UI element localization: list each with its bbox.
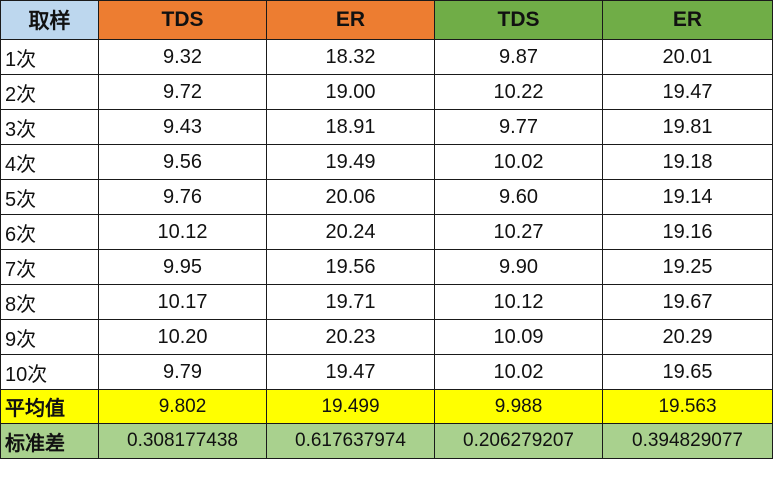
value-cell: 9.95 (98, 249, 267, 285)
header-cell-er-1: ER (266, 0, 435, 40)
value-cell: 20.01 (602, 39, 773, 75)
header-cell-er-2: ER (602, 0, 773, 40)
table-row: 3次 9.43 18.91 9.77 19.81 (0, 109, 773, 145)
value-cell: 9.87 (434, 39, 603, 75)
value-cell: 19.56 (266, 249, 435, 285)
row-label-cell: 标准差 (0, 423, 99, 459)
value-cell: 9.79 (98, 354, 267, 390)
row-label-cell: 7次 (0, 249, 99, 285)
value-cell: 19.71 (266, 284, 435, 320)
value-cell: 9.72 (98, 74, 267, 110)
table-row: 10次 9.79 19.47 10.02 19.65 (0, 354, 773, 390)
table-row: 4次 9.56 19.49 10.02 19.18 (0, 144, 773, 180)
value-cell: 19.18 (602, 144, 773, 180)
value-cell: 10.09 (434, 319, 603, 355)
value-cell: 10.12 (434, 284, 603, 320)
row-label-cell: 3次 (0, 109, 99, 145)
header-cell-tds-2: TDS (434, 0, 603, 40)
value-cell: 19.67 (602, 284, 773, 320)
value-cell: 19.25 (602, 249, 773, 285)
header-cell-tds-1: TDS (98, 0, 267, 40)
table-row: 9次 10.20 20.23 10.09 20.29 (0, 319, 773, 355)
value-cell: 18.32 (266, 39, 435, 75)
header-cell-sample: 取样 (0, 0, 99, 40)
value-cell: 10.02 (434, 354, 603, 390)
value-cell: 19.563 (602, 389, 773, 424)
row-label-cell: 9次 (0, 319, 99, 355)
value-cell: 0.617637974 (266, 423, 435, 459)
value-cell: 20.06 (266, 179, 435, 215)
value-cell: 19.49 (266, 144, 435, 180)
value-cell: 19.47 (602, 74, 773, 110)
value-cell: 10.20 (98, 319, 267, 355)
value-cell: 20.24 (266, 214, 435, 250)
value-cell: 0.308177438 (98, 423, 267, 459)
value-cell: 9.32 (98, 39, 267, 75)
value-cell: 19.47 (266, 354, 435, 390)
data-table: 取样 TDS ER TDS ER 1次 9.32 18.32 9.87 20.01 2次 9… (0, 0, 773, 459)
value-cell: 10.02 (434, 144, 603, 180)
value-cell: 19.16 (602, 214, 773, 250)
value-cell: 19.14 (602, 179, 773, 215)
value-cell: 10.12 (98, 214, 267, 250)
value-cell: 10.17 (98, 284, 267, 320)
value-cell: 9.56 (98, 144, 267, 180)
value-cell: 19.499 (266, 389, 435, 424)
value-cell: 9.802 (98, 389, 267, 424)
std-dev-row: 标准差 0.308177438 0.617637974 0.206279207 0.39… (0, 423, 773, 459)
value-cell: 9.76 (98, 179, 267, 215)
value-cell: 10.22 (434, 74, 603, 110)
value-cell: 9.60 (434, 179, 603, 215)
value-cell: 20.29 (602, 319, 773, 355)
row-label-cell: 5次 (0, 179, 99, 215)
value-cell: 19.00 (266, 74, 435, 110)
value-cell: 18.91 (266, 109, 435, 145)
table-row: 8次 10.17 19.71 10.12 19.67 (0, 284, 773, 320)
value-cell: 0.394829077 (602, 423, 773, 459)
row-label-cell: 6次 (0, 214, 99, 250)
row-label-cell: 4次 (0, 144, 99, 180)
row-label-cell: 8次 (0, 284, 99, 320)
value-cell: 19.81 (602, 109, 773, 145)
value-cell: 9.77 (434, 109, 603, 145)
value-cell: 19.65 (602, 354, 773, 390)
table-row: 6次 10.12 20.24 10.27 19.16 (0, 214, 773, 250)
table-row: 1次 9.32 18.32 9.87 20.01 (0, 39, 773, 75)
value-cell: 9.43 (98, 109, 267, 145)
header-row: 取样 TDS ER TDS ER (0, 0, 773, 40)
value-cell: 0.206279207 (434, 423, 603, 459)
table-row: 7次 9.95 19.56 9.90 19.25 (0, 249, 773, 285)
row-label-cell: 2次 (0, 74, 99, 110)
value-cell: 20.23 (266, 319, 435, 355)
average-row: 平均值 9.802 19.499 9.988 19.563 (0, 389, 773, 424)
table-body: 取样 TDS ER TDS ER 1次 9.32 18.32 9.87 20.01 2次 9… (0, 0, 773, 459)
row-label-cell: 平均值 (0, 389, 99, 424)
value-cell: 9.90 (434, 249, 603, 285)
row-label-cell: 1次 (0, 39, 99, 75)
table-row: 2次 9.72 19.00 10.22 19.47 (0, 74, 773, 110)
value-cell: 9.988 (434, 389, 603, 424)
row-label-cell: 10次 (0, 354, 99, 390)
table-row: 5次 9.76 20.06 9.60 19.14 (0, 179, 773, 215)
value-cell: 10.27 (434, 214, 603, 250)
